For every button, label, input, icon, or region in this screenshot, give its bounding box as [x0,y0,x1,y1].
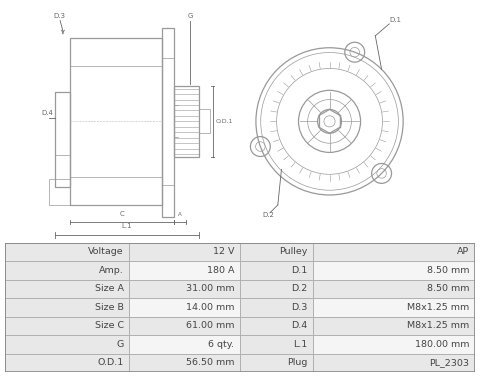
Text: 8.50 mm: 8.50 mm [427,266,469,275]
Bar [55,91,70,187]
Text: D.2: D.2 [262,212,274,218]
Text: M8x1.25 mm: M8x1.25 mm [408,321,469,331]
Text: A: A [178,212,182,217]
Bar [313,317,475,335]
Text: G: G [188,13,193,19]
Text: 61.00 mm: 61.00 mm [186,321,234,331]
Bar [313,354,475,372]
Text: D.4: D.4 [41,111,53,117]
Bar [313,298,475,317]
Text: 180.00 mm: 180.00 mm [415,340,469,349]
Bar [240,261,313,280]
Text: C: C [119,211,124,217]
Bar [70,38,162,205]
Text: 8.50 mm: 8.50 mm [427,284,469,293]
Bar [130,298,240,317]
Text: Size C: Size C [95,321,124,331]
Text: 31.00 mm: 31.00 mm [186,284,234,293]
Bar [313,261,475,280]
Bar [5,243,130,261]
Bar [130,354,240,372]
Bar [240,317,313,335]
Text: D.4: D.4 [291,321,307,331]
Bar [130,280,240,298]
Bar [174,86,199,157]
Bar [130,243,240,261]
Bar [162,28,174,217]
Bar [240,354,313,372]
Bar [5,298,130,317]
Text: L.1: L.1 [293,340,307,349]
Bar [130,335,240,354]
Text: Size A: Size A [95,284,124,293]
Bar [240,280,313,298]
Bar [240,298,313,317]
Text: D.1: D.1 [389,17,401,23]
Text: G: G [117,340,124,349]
Text: M8x1.25 mm: M8x1.25 mm [408,303,469,312]
Bar [199,109,210,133]
Text: D.1: D.1 [291,266,307,275]
Bar [240,243,313,261]
Text: AP: AP [457,247,469,256]
Text: 12 V: 12 V [213,247,234,256]
Text: L.1: L.1 [122,223,132,229]
Text: PL_2303: PL_2303 [430,358,469,367]
Text: D.3: D.3 [291,303,307,312]
Text: Size B: Size B [95,303,124,312]
Text: 14.00 mm: 14.00 mm [186,303,234,312]
Text: D.2: D.2 [291,284,307,293]
Text: D.3: D.3 [53,13,65,19]
Text: 6 qty.: 6 qty. [208,340,234,349]
Bar [130,261,240,280]
Bar [130,317,240,335]
Bar [5,335,130,354]
Text: Pulley: Pulley [279,247,307,256]
Text: Plug: Plug [287,358,307,367]
Bar [5,280,130,298]
Text: O.D.1: O.D.1 [97,358,124,367]
Bar [313,280,475,298]
Bar [313,335,475,354]
Text: Amp.: Amp. [99,266,124,275]
Bar [49,179,70,205]
Bar [313,243,475,261]
Bar [240,335,313,354]
Bar [5,317,130,335]
Text: 180 A: 180 A [207,266,234,275]
Bar [5,261,130,280]
Bar [5,354,130,372]
Text: 56.50 mm: 56.50 mm [186,358,234,367]
Text: Voltage: Voltage [88,247,124,256]
Text: O.D.1: O.D.1 [216,119,233,124]
